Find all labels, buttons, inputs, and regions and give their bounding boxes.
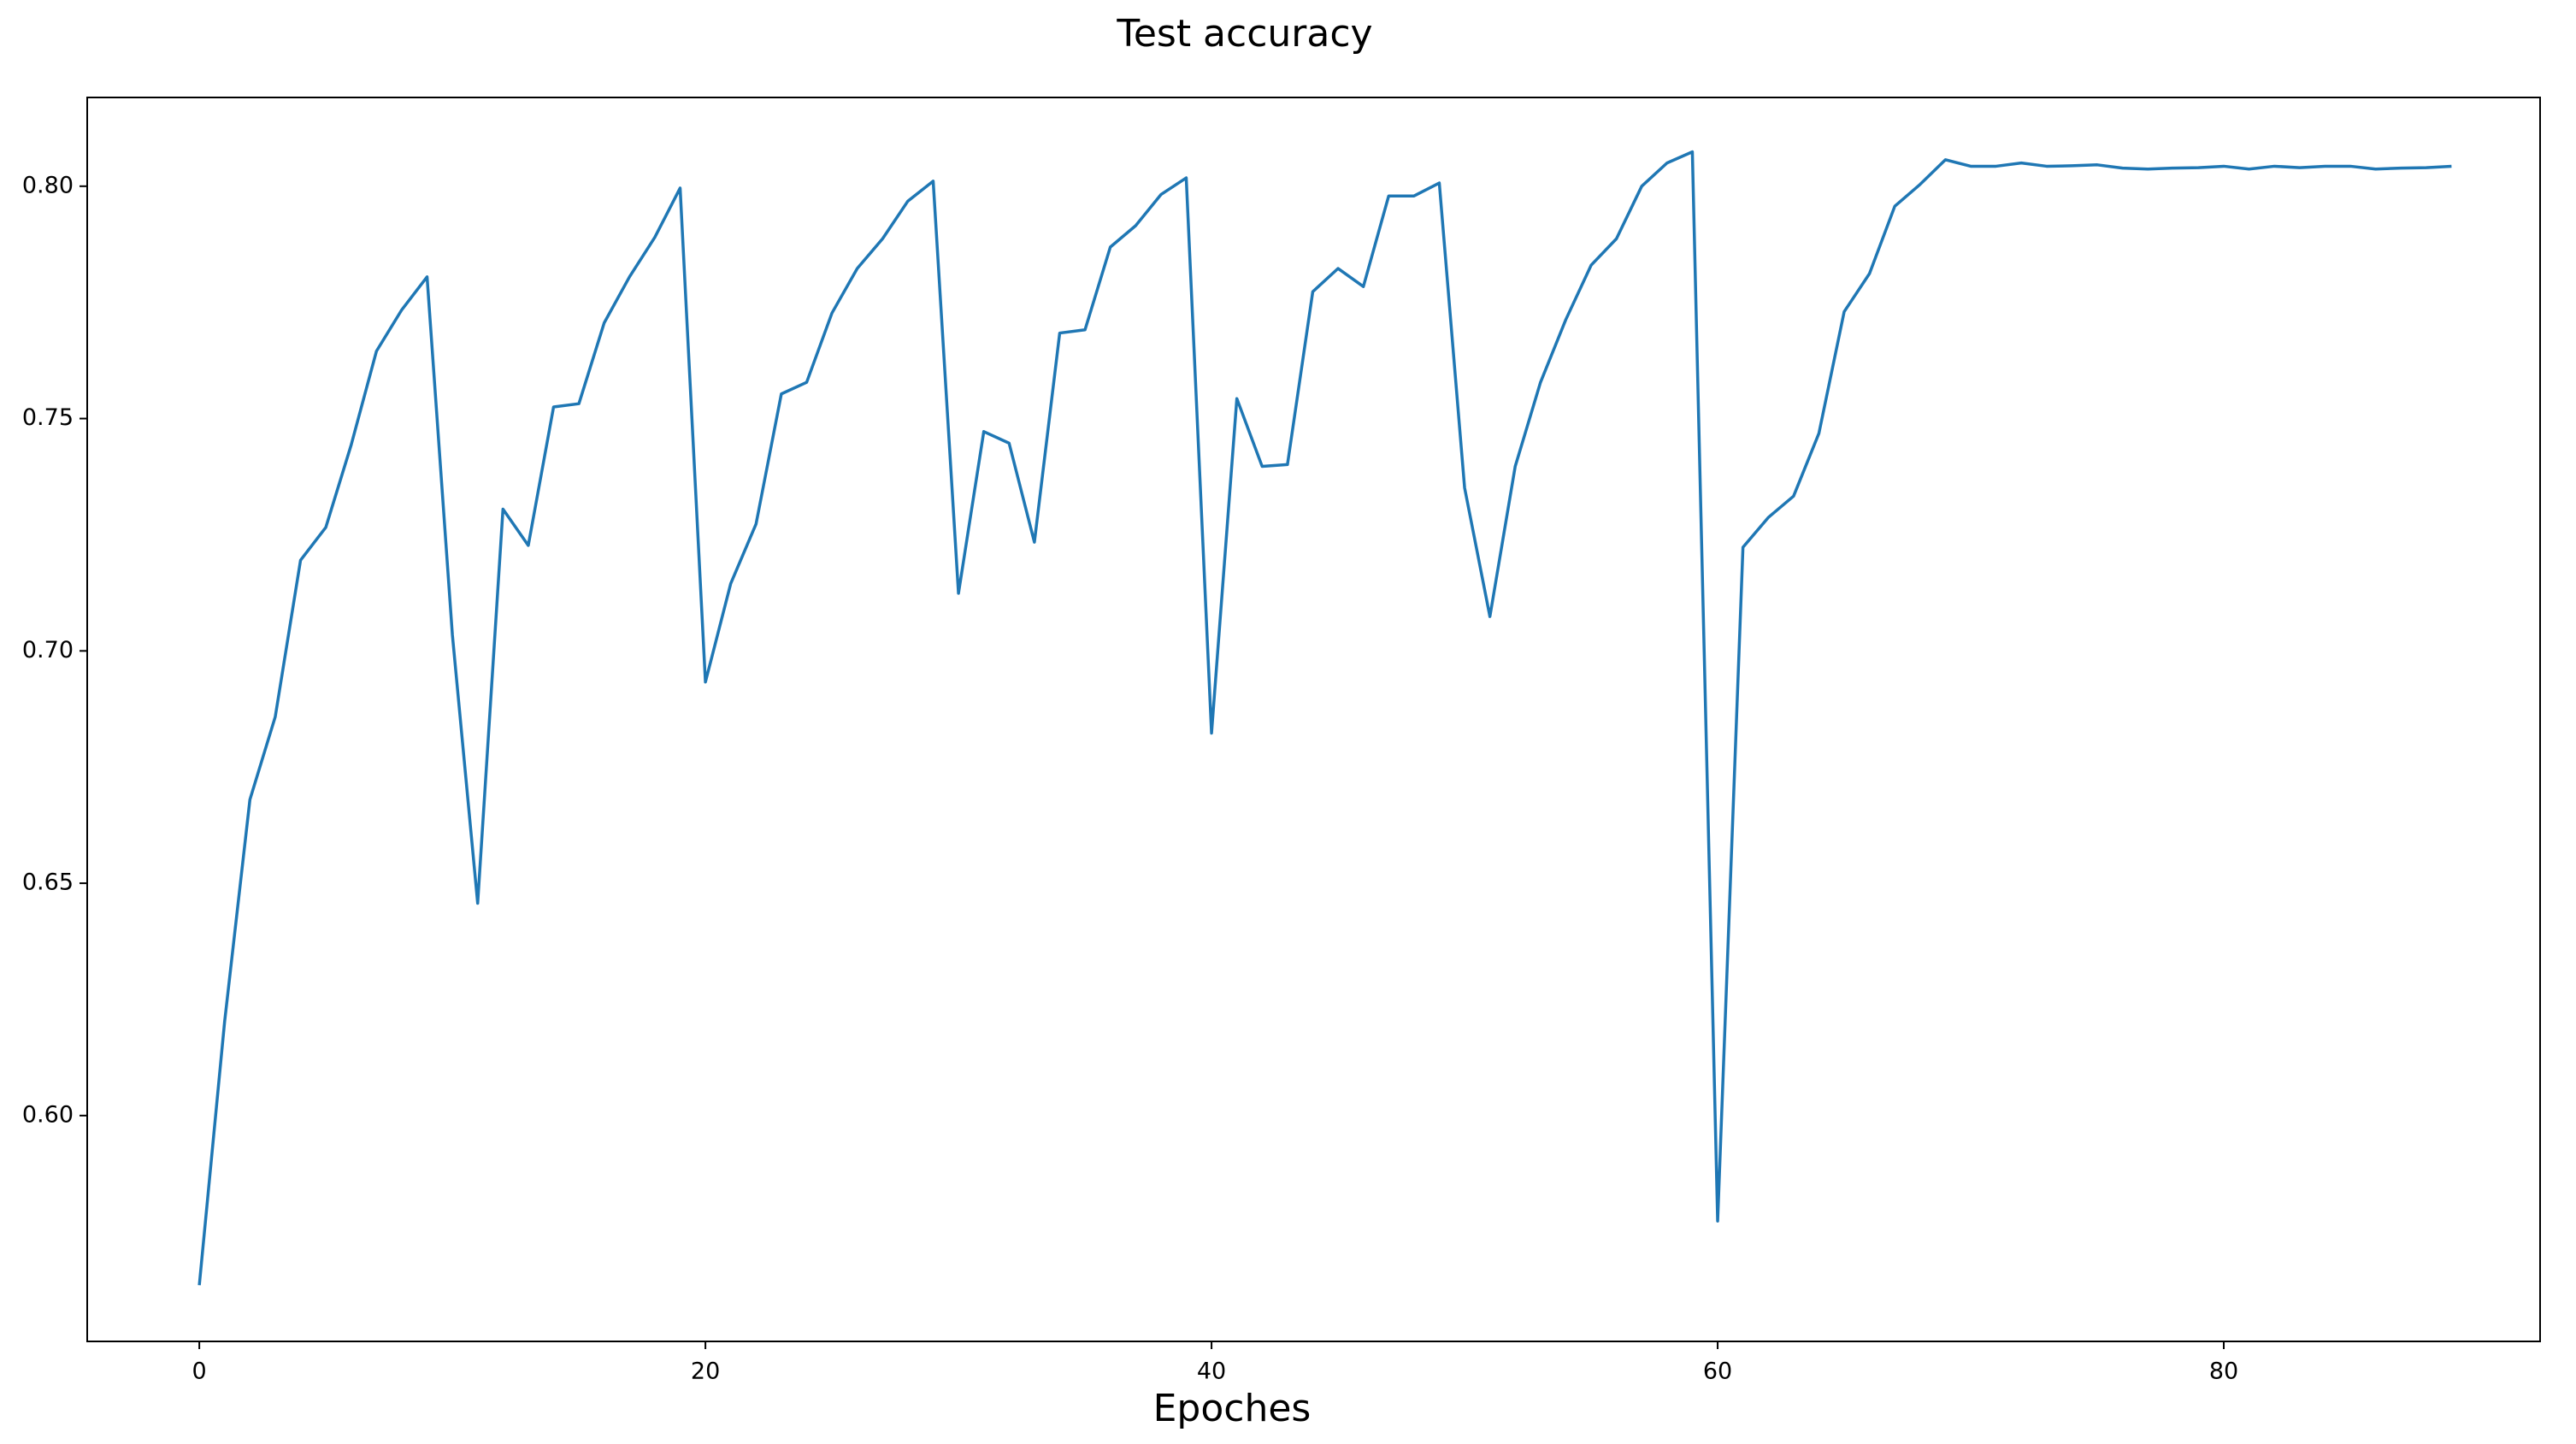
x-tick-label: 0 (192, 1359, 207, 1385)
x-tick-label: 40 (1197, 1359, 1226, 1385)
x-tick-label: 60 (1703, 1359, 1732, 1385)
x-axis-label: Epoches (1153, 1387, 1312, 1430)
chart-title: Test accuracy (1116, 12, 1372, 56)
y-tick-label: 0.75 (22, 404, 74, 431)
y-tick-label: 0.80 (22, 172, 74, 198)
x-tick-label: 80 (2209, 1359, 2238, 1385)
y-tick-label: 0.70 (22, 637, 74, 663)
y-tick-label: 0.65 (22, 869, 74, 896)
line (197, 150, 2452, 1286)
y-tick-label: 0.60 (22, 1101, 74, 1128)
x-tick-label: 20 (691, 1359, 720, 1385)
plot-frame (86, 97, 2541, 1342)
